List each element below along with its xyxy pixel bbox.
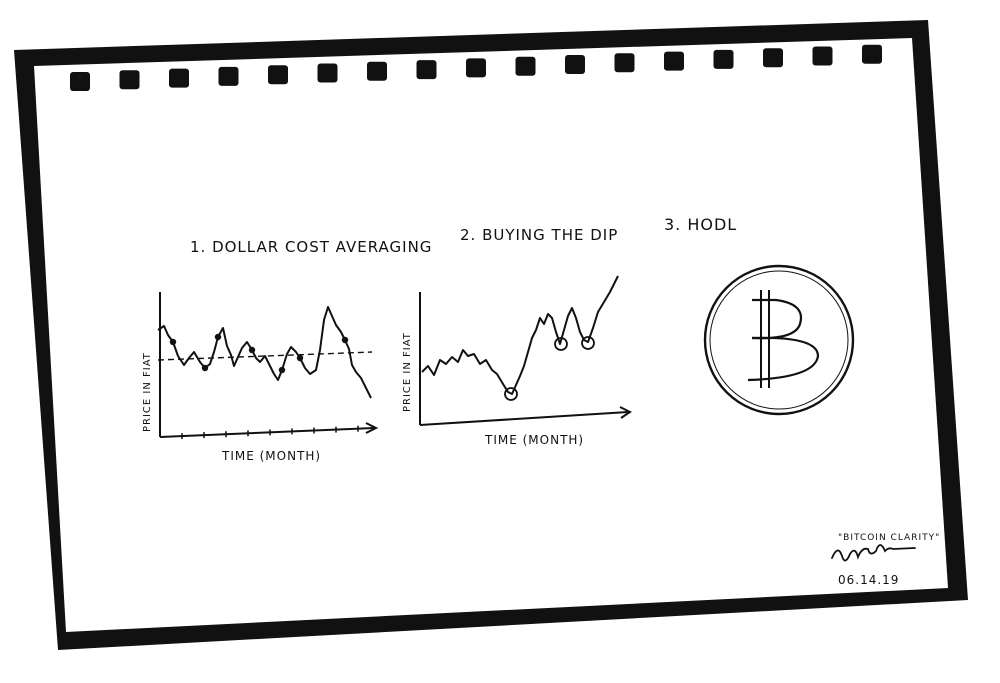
binding-hole [268,65,288,85]
panel3-title: 3. HODL [664,215,737,234]
panel1-y-label: PRICE IN FIAT [142,352,153,432]
binding-hole [416,60,437,80]
binding-hole [70,72,90,91]
binding-hole [119,70,140,90]
panel-dollar-cost-averaging: 1. DOLLAR COST AVERAGING TIME (MONTH) PR… [142,238,432,463]
panel-buying-the-dip: 2. BUYING THE DIP TIME (MONTH) PRICE IN … [402,226,632,447]
dca-buy-point [248,346,256,354]
panel1-average-line [157,351,373,361]
binding-hole [763,48,783,68]
bitcoin-icon [703,264,855,416]
binding-hole [367,61,387,81]
panel2-x-arrow [619,406,632,419]
panel1-x-arrow [365,422,379,434]
binding-hole [515,56,536,76]
panel1-month-ticks [181,425,359,440]
panel1-x-axis [159,427,375,438]
binding-hole [812,46,833,66]
panel2-x-label: TIME (MONTH) [484,433,584,447]
panel-hodl: 3. HODL [664,215,855,416]
panel1-purchase-points [169,333,349,374]
panel1-title: 1. DOLLAR COST AVERAGING [190,238,432,256]
dca-buy-point [169,338,177,346]
dip-circle [554,337,568,351]
coin-outer-ring [703,264,855,416]
binding-hole [565,55,585,74]
panel2-price-line [421,275,619,395]
dca-buy-point [278,366,286,374]
panel2-y-label: PRICE IN FIAT [402,332,413,412]
coin-inner-ring [709,270,849,410]
binding-hole [317,63,338,83]
caption-block: "BITCOIN CLARITY" 06.14.19 [831,533,940,587]
dca-buy-point [201,364,209,372]
dip-circle [581,336,595,350]
panel1-price-line [157,306,372,399]
binding-hole [614,53,635,73]
dca-buy-point [296,354,304,362]
dca-buy-point [214,333,222,341]
caption-quote: "BITCOIN CLARITY" [838,533,940,543]
binding-hole [169,68,189,88]
binding-hole [218,66,239,86]
panel2-title: 2. BUYING THE DIP [460,226,618,244]
binding-hole [862,44,882,64]
coin-b-lower-bowl [747,336,820,382]
binding-hole [466,58,486,78]
notebook-page [14,20,968,650]
binding-holes [70,44,882,91]
binding-hole [664,51,684,71]
panel2-x-axis [419,411,629,426]
binding-hole [713,49,734,69]
caption-date: 06.14.19 [838,573,899,587]
panel2-dip-markers [504,336,595,401]
page-paper [34,38,948,632]
dca-buy-point [341,336,349,344]
panel1-x-label: TIME (MONTH) [221,449,321,463]
handwritten-signature [831,544,916,562]
dip-circle [504,387,518,401]
